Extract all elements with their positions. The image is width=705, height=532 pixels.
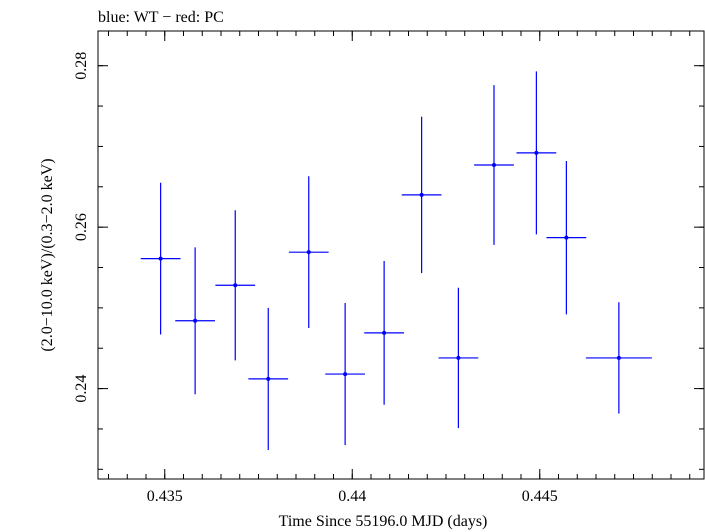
data-marker-0 <box>158 256 163 261</box>
data-point-2 <box>215 210 256 361</box>
data-point-1 <box>175 247 215 395</box>
x-tick-label-1: 0.44 <box>338 488 366 505</box>
x-tick-label-2: 0.445 <box>522 488 558 505</box>
data-marker-9 <box>492 162 496 167</box>
chart-title: blue: WT − red: PC <box>98 9 224 26</box>
data-point-8 <box>438 287 479 429</box>
y-tick-label-0: 0.24 <box>73 375 90 403</box>
data-point-3 <box>248 307 289 450</box>
x-axis-label: Time Since 55196.0 MJD (days) <box>279 513 488 530</box>
data-marker-2 <box>233 283 238 288</box>
data-point-0 <box>140 182 181 335</box>
data-point-4 <box>288 176 329 329</box>
data-marker-6 <box>382 330 387 335</box>
data-points <box>140 71 652 450</box>
data-marker-12 <box>616 355 621 360</box>
data-point-9 <box>474 85 514 245</box>
data-point-5 <box>325 303 365 446</box>
data-marker-10 <box>534 150 539 155</box>
y-axis-ticks: 0.24 0.26 0.28 <box>73 52 704 403</box>
y-axis-label: (2.0−10.0 keV)/(0.3−2.0 keV) <box>39 158 56 351</box>
data-point-7 <box>401 116 442 274</box>
y-tick-label-1: 0.26 <box>73 213 90 241</box>
data-point-10 <box>516 71 557 235</box>
data-marker-11 <box>564 235 569 240</box>
x-tick-label-0: 0.435 <box>147 488 183 505</box>
plot-frame <box>97 30 705 480</box>
data-marker-5 <box>343 372 348 377</box>
data-point-11 <box>546 160 587 315</box>
y-axis-minor-ticks <box>98 65 704 470</box>
data-point-6 <box>364 261 404 405</box>
x-axis-ticks: 0.435 0.44 0.445 <box>147 31 558 505</box>
y-tick-label-2: 0.28 <box>73 52 90 80</box>
data-marker-8 <box>456 355 461 360</box>
data-marker-3 <box>266 376 271 381</box>
data-marker-1 <box>193 318 198 323</box>
data-marker-4 <box>306 250 311 255</box>
data-marker-7 <box>419 192 424 197</box>
data-point-12 <box>585 302 652 414</box>
